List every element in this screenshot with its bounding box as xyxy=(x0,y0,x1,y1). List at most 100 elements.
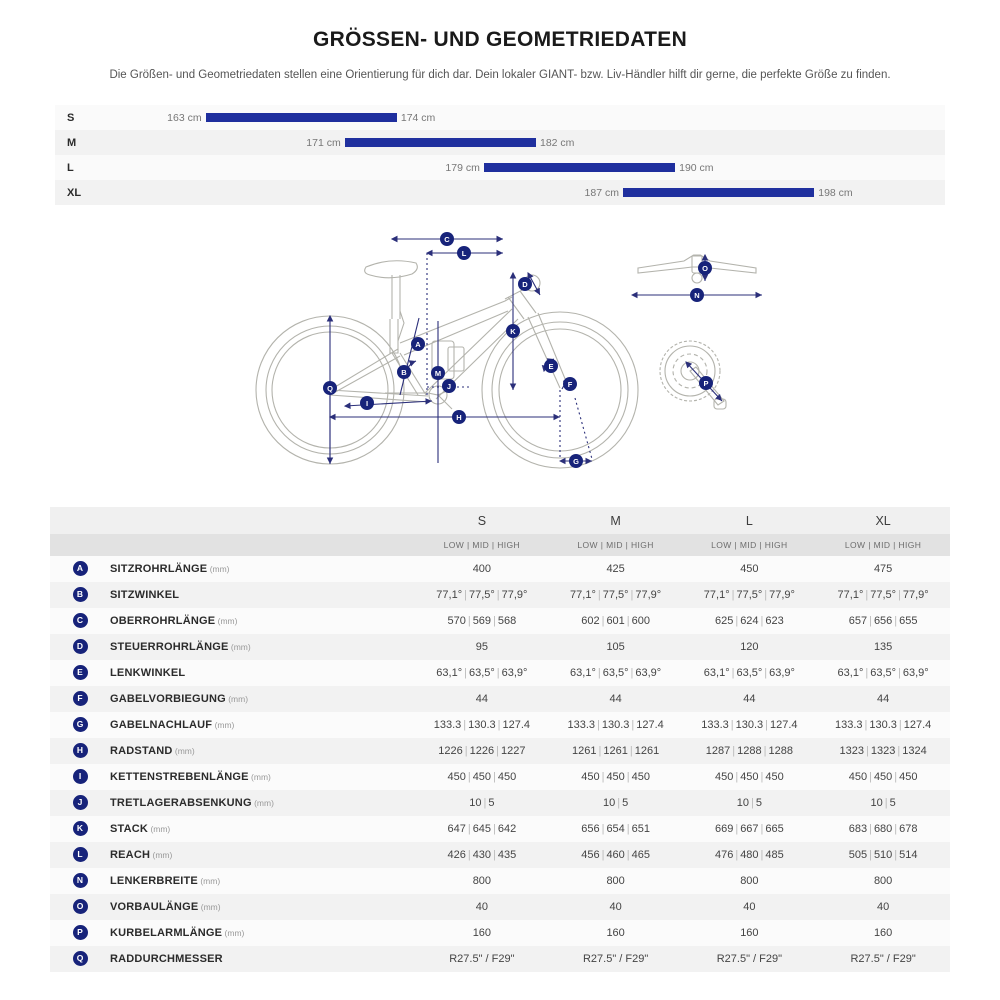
value-separator: | xyxy=(496,667,500,679)
row-badge-cell: O xyxy=(50,894,110,920)
row-value-m: 10 | 5 xyxy=(603,797,629,809)
value-separator: | xyxy=(869,615,872,627)
row-badge-cell: A xyxy=(50,556,110,582)
row-value-l: 133.3 | 130.3 | 127.4 xyxy=(701,719,798,731)
value-separator: | xyxy=(894,615,898,627)
value-separator: | xyxy=(467,823,471,835)
row-value-xl: 1323 | 1323 | 1324 xyxy=(839,745,927,757)
size-range-row: S 163 cm 174 cm xyxy=(55,105,945,130)
table-row: L REACH (mm) 426 | 430 | 435 456 | 460 | 465 476 | 480… xyxy=(50,842,950,868)
row-value-l: 800 xyxy=(740,875,759,887)
table-row: Q RADDURCHMESSER R27.5" / F29" R27.5" / F29… xyxy=(50,946,950,972)
table-row: P KURBELARMLÄNGE (mm) 160 160 160 160 xyxy=(50,920,950,946)
marker-badge-e: E xyxy=(72,665,88,681)
row-unit-label: (mm) xyxy=(215,616,238,626)
value-separator: | xyxy=(496,745,499,757)
value-separator: | xyxy=(464,745,468,757)
value-separator: | xyxy=(629,745,633,757)
marker-badge-a: A xyxy=(72,561,88,577)
row-unit-label: (mm) xyxy=(212,720,235,730)
value-separator: | xyxy=(626,615,630,627)
row-value-l: 77,1° | 77,5° | 77,9° xyxy=(703,589,795,601)
value-separator: | xyxy=(463,719,467,731)
value-separator: | xyxy=(898,667,901,679)
table-lowmidhigh-label: LOW | MID | HIGH xyxy=(577,540,654,550)
row-value-l: 63,1° | 63,5° | 63,9° xyxy=(703,667,795,679)
svg-text:O: O xyxy=(702,264,708,273)
value-separator: | xyxy=(751,797,754,809)
row-value-m: 44 xyxy=(609,693,622,705)
value-separator: | xyxy=(732,745,736,757)
svg-text:G: G xyxy=(573,457,579,466)
row-unit-label: (mm) xyxy=(207,564,230,574)
value-separator: | xyxy=(626,771,630,783)
spacer-cell xyxy=(50,507,110,534)
value-separator: | xyxy=(898,589,901,601)
row-value-s: 40 xyxy=(475,901,488,913)
value-separator: | xyxy=(764,589,768,601)
row-badge-cell: K xyxy=(50,816,110,842)
row-badge-cell: B xyxy=(50,582,110,608)
marker-badge-n: N xyxy=(72,873,88,889)
row-value-m: 602 | 601 | 600 xyxy=(581,615,651,627)
value-separator: | xyxy=(483,797,487,809)
geometry-data-table: S M L XL LOW | MID | HIGH LOW | MID | HIGH LOW… xyxy=(50,507,950,972)
table-row: K STACK (mm) 647 | 645 | 642 656 | 654 | 651 669 | 667… xyxy=(50,816,950,842)
svg-text:Q: Q xyxy=(327,384,333,393)
row-badge-cell: D xyxy=(50,634,110,660)
size-range-bar-group: 171 cm 182 cm xyxy=(306,130,574,155)
row-value-s: 450 | 450 | 450 xyxy=(447,771,517,783)
row-value-m: R27.5" / F29" xyxy=(582,953,649,965)
value-separator: | xyxy=(497,719,501,731)
value-separator: | xyxy=(597,719,600,731)
table-lowmidhigh-label: LOW | MID | HIGH xyxy=(711,540,788,550)
table-row: C OBERROHRLÄNGE (mm) 570 | 569 | 568 602 | 601 | 60… xyxy=(50,608,950,634)
row-name-cell: SITZROHRLÄNGE (mm) xyxy=(110,563,230,575)
value-separator: | xyxy=(730,719,734,731)
svg-text:H: H xyxy=(456,413,461,422)
table-row: F GABELVORBIEGUNG (mm) 44 44 44 44 xyxy=(50,686,950,712)
marker-badge-f: F xyxy=(72,691,88,707)
size-range-track: 187 cm 198 cm xyxy=(115,180,945,205)
row-unit-label: (mm) xyxy=(198,902,221,912)
table-row: O VORBAULÄNGE (mm) 40 40 40 40 xyxy=(50,894,950,920)
row-value-s: 160 xyxy=(472,927,492,939)
bike-geometry-diagram: C L D K A B M J Q I H E F G O N P xyxy=(0,223,1000,493)
marker-badge-k: K xyxy=(72,821,88,837)
value-separator: | xyxy=(764,667,768,679)
value-separator: | xyxy=(597,667,601,679)
value-separator: | xyxy=(626,849,630,861)
spacer-cell xyxy=(50,534,110,556)
row-value-m: 425 xyxy=(606,563,625,575)
row-value-m: 63,1° | 63,5° | 63,9° xyxy=(570,667,662,679)
value-separator: | xyxy=(864,719,868,731)
row-name-cell: STEUERROHRLÄNGE (mm) xyxy=(110,641,251,653)
svg-text:A: A xyxy=(415,340,421,349)
table-size-header-xl: XL xyxy=(875,513,891,528)
row-value-m: 40 xyxy=(609,901,622,913)
row-name-cell: SITZWINKEL xyxy=(110,589,180,601)
row-name-cell: RADDURCHMESSER xyxy=(110,953,223,965)
value-separator: | xyxy=(894,823,898,835)
value-separator: | xyxy=(630,589,634,601)
value-separator: | xyxy=(493,771,496,783)
row-badge-cell: C xyxy=(50,608,110,634)
row-value-xl: 135 xyxy=(873,641,893,653)
marker-badge-o: O xyxy=(72,899,88,915)
table-row: I KETTENSTREBENLÄNGE (mm) 450 | 450 | 450 450 | 4… xyxy=(50,764,950,790)
row-value-l: 120 xyxy=(740,641,759,653)
value-separator: | xyxy=(467,615,471,627)
size-range-row: M 171 cm 182 cm xyxy=(55,130,945,155)
row-value-xl: 40 xyxy=(877,901,890,913)
page-subtitle: Die Größen- und Geometriedaten stellen e… xyxy=(109,69,891,81)
row-badge-cell: L xyxy=(50,842,110,868)
size-range-max-label: 182 cm xyxy=(540,136,575,149)
value-separator: | xyxy=(493,823,496,835)
size-range-track: 171 cm 182 cm xyxy=(115,130,945,155)
value-separator: | xyxy=(601,849,605,861)
value-separator: | xyxy=(869,771,872,783)
svg-text:E: E xyxy=(548,362,553,371)
value-separator: | xyxy=(630,667,634,679)
value-separator: | xyxy=(735,771,739,783)
